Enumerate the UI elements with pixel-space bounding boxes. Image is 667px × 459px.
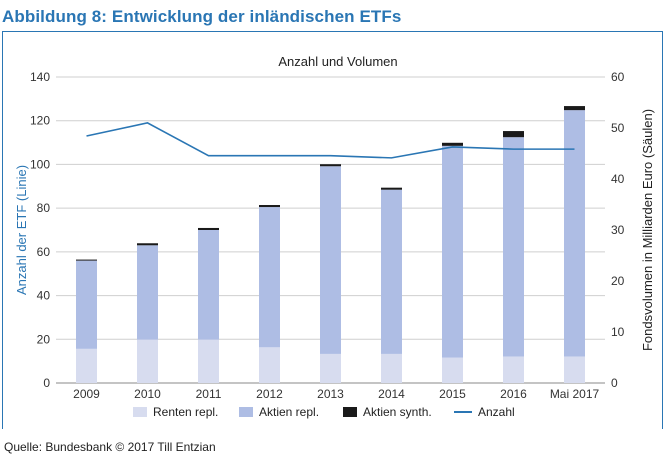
bar-segment (503, 356, 524, 383)
legend-swatch (133, 407, 147, 417)
bar-segment (320, 353, 341, 383)
bar-segment (198, 227, 219, 230)
bar-segment (442, 145, 463, 358)
y-right-tick-label: 50 (611, 121, 625, 135)
bar-segment (442, 142, 463, 146)
bar-segment (564, 106, 585, 111)
y-right-tick-label: 20 (611, 274, 625, 288)
bar-segment (564, 110, 585, 357)
legend-swatch (239, 407, 253, 417)
bar-segment (503, 131, 524, 138)
y-left-tick-label: 80 (37, 201, 51, 215)
bar-segment (381, 189, 402, 354)
y-right-tick-label: 40 (611, 172, 625, 186)
bar-segment (198, 339, 219, 383)
line-series (86, 122, 575, 159)
chart-title: Anzahl und Volumen (278, 54, 397, 69)
y-right-tick-label: 30 (611, 223, 625, 237)
y-left-tick-label: 140 (30, 70, 50, 84)
chart-frame (2, 31, 663, 429)
x-axis: 2009 2010 2011 2012 2013 2014 2015 2016 Mai 2017 (73, 387, 599, 401)
y-right-tick-label: 0 (611, 376, 618, 390)
bar-segment (320, 164, 341, 167)
right-axis: 0 10 20 30 40 50 60 (611, 70, 625, 390)
figure-title: Abbildung 8: Entwicklung der inländische… (2, 7, 402, 26)
x-tick-label: 2014 (378, 387, 405, 401)
bar-segment (76, 259, 97, 261)
y-axis-left-label: Anzahl der ETF (Linie) (14, 165, 29, 295)
x-tick-label: Mai 2017 (550, 387, 600, 401)
y-left-tick-label: 60 (37, 245, 51, 259)
bar-segment (259, 205, 280, 208)
x-tick-label: 2013 (317, 387, 344, 401)
bar-segment (259, 207, 280, 348)
bar-segment (76, 348, 97, 383)
y-axis-right-label: Fondsvolumen in Milliarden Euro (Säulen) (640, 109, 655, 351)
y-right-tick-label: 60 (611, 70, 625, 84)
bar-segment (259, 347, 280, 383)
bar-segment (564, 356, 585, 383)
legend-label: Renten repl. (153, 405, 218, 419)
anzahl-line (86, 122, 575, 159)
x-tick-label: 2012 (256, 387, 283, 401)
bar-segment (381, 353, 402, 383)
bar-segment (320, 166, 341, 354)
left-axis: 0 20 40 60 80 100 120 140 (30, 70, 50, 390)
legend-swatch (343, 407, 357, 417)
legend-label: Aktien repl. (259, 405, 319, 419)
y-left-tick-label: 0 (43, 376, 50, 390)
legend-label: Anzahl (478, 405, 515, 419)
source-note: Quelle: Bundesbank © 2017 Till Entzian (4, 440, 216, 454)
y-left-tick-label: 120 (30, 114, 50, 128)
x-tick-label: 2011 (196, 387, 222, 401)
bar-segment (503, 137, 524, 357)
bar-segment (198, 230, 219, 340)
bar-segment (137, 339, 158, 383)
bar-segment (381, 187, 402, 190)
bar-segment (76, 260, 97, 349)
legend-label: Aktien synth. (363, 405, 432, 419)
y-left-tick-label: 40 (37, 289, 51, 303)
x-tick-label: 2016 (500, 387, 527, 401)
bar-segment (137, 245, 158, 340)
bars (76, 106, 585, 383)
y-left-tick-label: 20 (37, 332, 51, 346)
x-tick-label: 2010 (134, 387, 161, 401)
bar-segment (442, 357, 463, 383)
x-tick-label: 2009 (73, 387, 100, 401)
x-tick-label: 2015 (439, 387, 466, 401)
y-left-tick-label: 100 (30, 157, 50, 171)
legend: Renten repl. Aktien repl. Aktien synth. Anz… (133, 405, 515, 419)
y-right-tick-label: 10 (611, 325, 625, 339)
bar-segment (137, 243, 158, 246)
